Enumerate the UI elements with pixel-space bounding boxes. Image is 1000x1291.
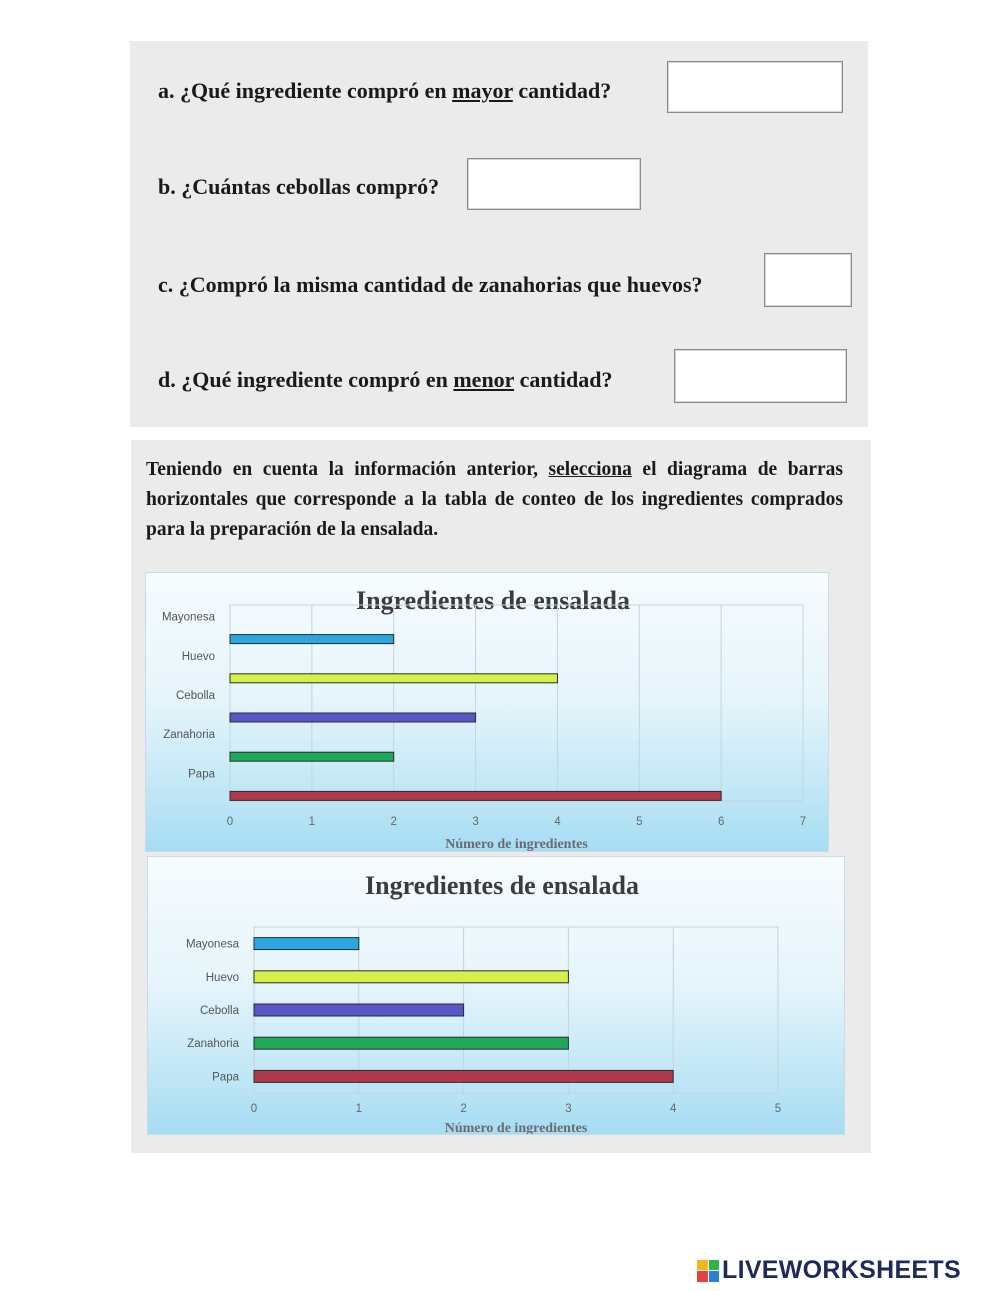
- category-label: Papa: [212, 1071, 239, 1083]
- bar-cebolla: [229, 712, 477, 723]
- answer-c-input[interactable]: [764, 253, 852, 307]
- bar-cebolla: [253, 1003, 465, 1017]
- instruction-underlined-word: selecciona: [548, 459, 632, 480]
- chart-title: Ingredientes de ensalada: [365, 871, 639, 900]
- plot-area: [229, 604, 804, 802]
- x-tick-label: 2: [391, 816, 397, 828]
- x-tick-label: 3: [565, 1103, 571, 1115]
- x-tick-label: 3: [472, 816, 478, 828]
- category-label: Zanahoria: [163, 729, 215, 741]
- instruction-text: Teniendo en cuenta la información anteri…: [146, 459, 843, 540]
- x-tick-label: 4: [554, 816, 561, 828]
- x-tick-label: 0: [251, 1103, 257, 1115]
- x-tick-label: 0: [227, 816, 233, 828]
- chart-title: Ingredientes de ensalada: [356, 586, 630, 615]
- x-tick-label: 1: [309, 816, 315, 828]
- x-tick-label: 5: [775, 1103, 781, 1115]
- chart-option-1[interactable]: Ingredientes de ensalada Mayonesa Huevo Ceb…: [145, 572, 829, 852]
- brand-name: LIVEWORKSHEETS: [722, 1256, 961, 1284]
- bar-papa: [253, 1069, 674, 1083]
- chart-2-svg: Ingredientes de ensalada Mayonesa Huevo Ceb…: [186, 871, 781, 1134]
- x-tick-label: 7: [800, 816, 806, 828]
- bar-huevo: [253, 970, 569, 984]
- question-a-underlined-word: mayor: [452, 78, 513, 103]
- category-label: Huevo: [182, 651, 215, 663]
- question-a: a. ¿Qué ingrediente compró en mayor cant…: [158, 78, 612, 103]
- category-label: Cebolla: [176, 690, 216, 702]
- bar-mayonesa: [229, 634, 395, 645]
- x-tick-label: 6: [718, 816, 724, 828]
- x-tick-label: 1: [356, 1103, 362, 1115]
- x-axis-label: Número de ingredientes: [445, 837, 588, 851]
- x-tick-label: 2: [460, 1103, 466, 1115]
- chart-1-svg: Ingredientes de ensalada Mayonesa Huevo Ceb…: [162, 586, 806, 851]
- category-label: Mayonesa: [162, 612, 216, 624]
- bar-papa: [229, 790, 722, 801]
- bar-zanahoria: [253, 1036, 569, 1050]
- bar-zanahoria: [229, 751, 395, 762]
- x-tick-label: 4: [670, 1103, 677, 1115]
- x-axis-label: Número de ingredientes: [445, 1121, 588, 1134]
- liveworksheets-brand: LIVEWORKSHEETS: [697, 1256, 961, 1285]
- category-label: Huevo: [206, 972, 239, 984]
- questions-panel: a. ¿Qué ingrediente compró en mayor cant…: [130, 41, 868, 427]
- chart-option-2[interactable]: Ingredientes de ensalada Mayonesa Huevo Ceb…: [147, 856, 845, 1135]
- question-c: c. ¿Compró la misma cantidad de zanahori…: [158, 272, 703, 297]
- bar-mayonesa: [253, 937, 360, 951]
- category-label: Papa: [188, 768, 215, 780]
- x-tick-label: 5: [636, 816, 642, 828]
- question-d: d. ¿Qué ingrediente compró en menor cant…: [158, 367, 613, 392]
- bar-huevo: [229, 673, 558, 684]
- liveworksheets-logo-icon: [697, 1259, 719, 1282]
- answer-b-input[interactable]: [467, 158, 641, 210]
- question-b: b. ¿Cuántas cebollas compró?: [158, 174, 440, 199]
- category-label: Zanahoria: [187, 1038, 239, 1050]
- chart-selection-panel: Teniendo en cuenta la información anteri…: [131, 440, 871, 1153]
- category-label: Mayonesa: [186, 939, 240, 951]
- question-d-underlined-word: menor: [453, 367, 515, 392]
- answer-d-input[interactable]: [674, 349, 847, 403]
- category-label: Cebolla: [200, 1005, 240, 1017]
- answer-a-input[interactable]: [667, 61, 843, 113]
